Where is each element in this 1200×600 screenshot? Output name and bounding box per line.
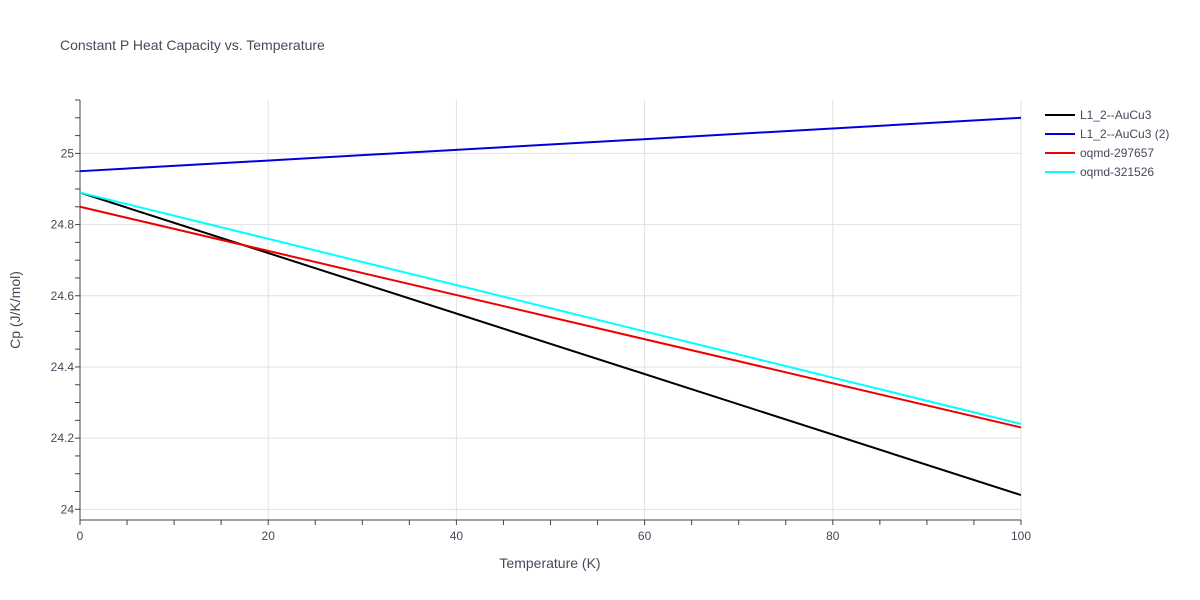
x-tick-label: 100 [1011,529,1031,543]
plot-lines [79,116,1022,497]
x-axis-ticks: 0 20 40 60 80 100 [77,529,1032,543]
axes [75,99,1022,525]
legend-item[interactable]: L1_2--AuCu3 (2) [1045,127,1169,141]
y-tick-label: 24.2 [51,431,75,445]
legend-item[interactable]: L1_2--AuCu3 [1045,108,1152,122]
y-tick-label: 24.6 [51,289,75,303]
x-tick-label: 60 [638,529,652,543]
x-tick-label: 0 [77,529,84,543]
y-tick-label: 24.4 [51,360,75,374]
y-axis-ticks: 24 24.2 24.4 24.6 24.8 25 [51,146,75,516]
y-axis-label: Cp (J/K/mol) [7,271,23,349]
legend-label: L1_2--AuCu3 (2) [1080,127,1169,141]
x-tick-label: 80 [826,529,840,543]
grid [80,100,1022,520]
x-tick-label: 40 [450,529,464,543]
x-tick-label: 20 [262,529,276,543]
y-tick-label: 24 [61,502,75,516]
legend-label: oqmd-321526 [1080,165,1154,179]
legend-item[interactable]: oqmd-297657 [1045,146,1154,160]
series-line [79,116,1022,173]
series-line [79,191,1022,497]
series-line [79,191,1022,425]
legend-label: oqmd-297657 [1080,146,1154,160]
y-tick-label: 25 [61,146,75,160]
legend-label: L1_2--AuCu3 [1080,108,1152,122]
legend-item[interactable]: oqmd-321526 [1045,165,1154,179]
chart-title: Constant P Heat Capacity vs. Temperature [60,37,325,53]
y-tick-label: 24.8 [51,218,75,232]
series-line [79,205,1022,429]
x-axis-label: Temperature (K) [499,555,600,571]
legend: L1_2--AuCu3 L1_2--AuCu3 (2) oqmd-297657 oqm… [1045,108,1169,179]
